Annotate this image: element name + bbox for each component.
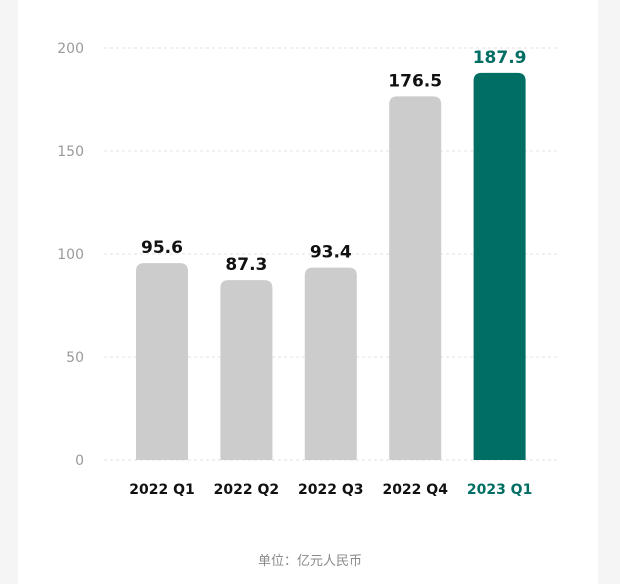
y-tick-label: 200 bbox=[57, 41, 84, 57]
x-tick-label: 2022 Q3 bbox=[298, 482, 363, 498]
bar bbox=[220, 280, 273, 460]
bar bbox=[389, 96, 442, 460]
y-tick-label: 0 bbox=[75, 453, 84, 469]
bar-value-label: 176.5 bbox=[388, 71, 442, 91]
bar-value-label: 95.6 bbox=[141, 238, 183, 258]
bar bbox=[473, 72, 526, 461]
bar-value-label: 93.4 bbox=[310, 243, 352, 263]
x-tick-label: 2023 Q1 bbox=[467, 482, 532, 498]
y-tick-label: 50 bbox=[66, 350, 84, 366]
bar bbox=[136, 263, 188, 460]
bar-value-label: 187.9 bbox=[473, 48, 527, 68]
y-tick-label: 150 bbox=[57, 144, 84, 160]
x-tick-label: 2022 Q2 bbox=[214, 482, 279, 498]
x-tick-label: 2022 Q4 bbox=[382, 482, 448, 498]
bar bbox=[304, 267, 357, 460]
unit-label: 单位：亿元人民币 bbox=[257, 554, 362, 569]
bar-value-label: 87.3 bbox=[225, 255, 267, 275]
y-tick-label: 100 bbox=[57, 247, 84, 263]
x-tick-label: 2022 Q1 bbox=[129, 482, 194, 498]
